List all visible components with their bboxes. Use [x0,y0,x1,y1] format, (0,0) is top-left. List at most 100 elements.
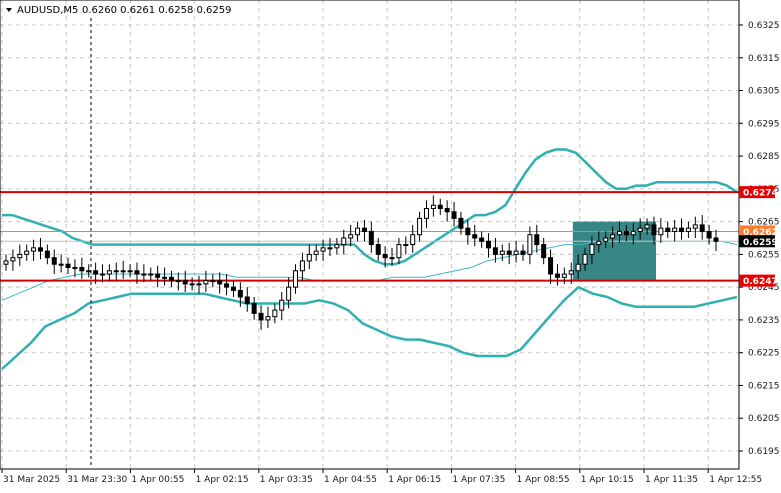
candle[interactable] [168,270,174,288]
candle[interactable] [189,277,195,291]
candle[interactable] [182,270,188,293]
candle[interactable] [610,226,616,248]
candle[interactable] [575,254,581,279]
candle[interactable] [348,224,354,247]
candle[interactable] [589,236,595,265]
candle[interactable] [251,296,257,320]
candle[interactable] [272,303,278,324]
candle[interactable] [51,249,57,275]
candle[interactable] [286,277,292,309]
candle[interactable] [31,239,37,261]
candle[interactable] [37,238,43,260]
candle[interactable] [430,195,436,217]
candle[interactable] [79,257,85,279]
candle[interactable] [472,224,478,247]
candle[interactable] [603,231,609,248]
candle[interactable] [417,211,423,242]
candle[interactable] [651,216,657,245]
candle[interactable] [106,264,112,281]
candle[interactable] [58,254,64,273]
candle[interactable] [665,221,671,238]
candle[interactable] [127,264,133,278]
candle[interactable] [444,200,450,222]
candle[interactable] [113,262,119,281]
candle[interactable] [293,264,299,294]
candle[interactable] [382,246,388,268]
candle[interactable] [65,257,71,275]
candle[interactable] [548,249,554,284]
candle[interactable] [479,231,485,248]
triangle-down-icon[interactable] [6,8,12,12]
candle[interactable] [258,305,264,330]
candle[interactable] [237,282,243,307]
candles[interactable] [3,195,719,330]
candle[interactable] [396,238,402,265]
candle[interactable] [210,274,216,288]
candle[interactable] [368,221,374,253]
candle[interactable] [541,238,547,265]
candle[interactable] [672,219,678,242]
candle[interactable] [155,265,161,288]
candle[interactable] [630,223,636,245]
candle[interactable] [320,239,326,261]
candle[interactable] [644,218,650,235]
candle[interactable] [534,224,540,253]
candle[interactable] [616,221,622,243]
candle[interactable] [100,264,106,283]
candle[interactable] [451,201,457,227]
candle[interactable] [486,233,492,258]
candle[interactable] [120,260,126,279]
candle[interactable] [582,247,588,271]
candle[interactable] [561,267,567,284]
candle[interactable] [3,254,9,271]
candle[interactable] [24,244,30,261]
candle[interactable] [623,224,629,242]
candle[interactable] [513,241,519,263]
candle[interactable] [224,274,230,296]
candle[interactable] [93,262,99,284]
candle[interactable] [230,280,236,297]
candle[interactable] [355,221,361,242]
candle[interactable] [196,275,202,294]
candle[interactable] [637,218,643,240]
candle[interactable] [44,244,50,265]
candle[interactable] [554,264,560,286]
chart-header[interactable]: AUDUSD,M5 0.6260 0.6261 0.6258 0.6259 [6,5,232,16]
candle[interactable] [10,249,16,271]
candle[interactable] [244,287,250,312]
candle[interactable] [299,252,305,281]
candle[interactable] [706,224,712,245]
candle[interactable] [375,238,381,261]
candle[interactable] [17,244,23,266]
candle[interactable] [499,244,505,261]
candle[interactable] [679,218,685,240]
candle[interactable] [423,200,429,229]
candle[interactable] [175,272,181,291]
candle[interactable] [568,262,574,284]
candle[interactable] [327,238,333,257]
candle[interactable] [203,270,209,293]
candle[interactable] [279,292,285,320]
candle[interactable] [520,244,526,261]
candle[interactable] [162,267,168,286]
candle[interactable] [692,216,698,238]
candle[interactable] [465,219,471,245]
candle[interactable] [658,218,664,243]
candle[interactable] [685,221,691,238]
candle[interactable] [437,198,443,216]
candle[interactable] [713,229,719,252]
candle[interactable] [134,262,140,284]
candle[interactable] [217,272,223,294]
candle[interactable] [527,226,533,265]
candle[interactable] [458,211,464,235]
candle[interactable] [389,247,395,266]
candle[interactable] [334,238,340,255]
candle[interactable] [492,238,498,263]
candle[interactable] [410,224,416,253]
candle[interactable] [596,231,602,253]
candle[interactable] [265,306,271,329]
candle[interactable] [361,219,367,242]
candle[interactable] [341,229,347,255]
